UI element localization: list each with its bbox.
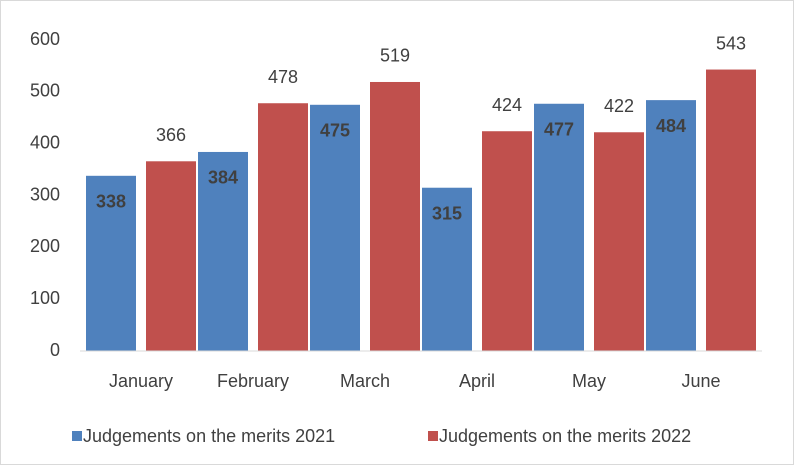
value-label: 366 <box>156 125 186 145</box>
y-tick-label: 0 <box>50 340 60 360</box>
value-label: 519 <box>380 46 410 66</box>
x-tick-label: February <box>217 371 289 391</box>
x-tick-label: May <box>572 371 606 391</box>
bar <box>370 81 420 352</box>
value-label: 424 <box>492 95 522 115</box>
legend-swatch <box>72 431 82 441</box>
y-tick-label: 500 <box>30 81 60 101</box>
bar <box>86 175 136 351</box>
bar <box>198 151 248 351</box>
y-tick-label: 600 <box>30 29 60 49</box>
y-tick-label: 100 <box>30 288 60 308</box>
bar <box>258 103 308 351</box>
bar <box>594 132 644 351</box>
bar <box>310 104 360 352</box>
value-label: 543 <box>716 33 746 53</box>
legend-label: Judgements on the merits 2022 <box>439 426 691 446</box>
y-tick-label: 200 <box>30 236 60 256</box>
legend-swatch <box>428 431 438 441</box>
value-label: 422 <box>604 96 634 116</box>
value-label: 477 <box>544 120 574 140</box>
bar <box>482 131 532 351</box>
x-tick-label: January <box>109 371 173 391</box>
bar <box>534 103 584 351</box>
bar <box>422 187 472 351</box>
bar <box>146 161 196 351</box>
y-tick-label: 300 <box>30 184 60 204</box>
bar <box>646 100 696 351</box>
value-label: 315 <box>432 203 462 223</box>
x-tick-label: June <box>681 371 720 391</box>
value-label: 384 <box>208 168 238 188</box>
value-label: 478 <box>268 67 298 87</box>
value-label: 475 <box>320 121 350 141</box>
y-tick-label: 400 <box>30 132 60 152</box>
legend-label: Judgements on the merits 2021 <box>83 426 335 446</box>
bar <box>706 69 756 352</box>
value-label: 484 <box>656 116 686 136</box>
x-tick-label: April <box>459 371 495 391</box>
x-tick-label: March <box>340 371 390 391</box>
value-label: 338 <box>96 192 126 212</box>
